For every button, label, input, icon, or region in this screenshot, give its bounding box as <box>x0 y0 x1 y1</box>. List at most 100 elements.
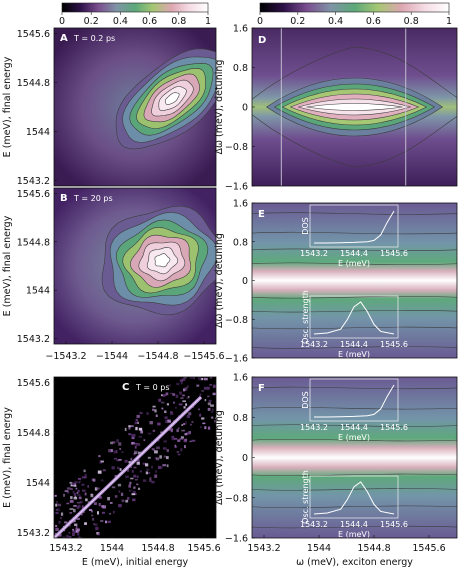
speckle <box>91 514 94 517</box>
speckle <box>127 497 130 500</box>
speckle <box>128 461 132 464</box>
speckle <box>57 503 62 507</box>
panel-letter-a: A <box>60 33 68 44</box>
speckle <box>156 457 160 461</box>
y-tick-label: 1545.6 <box>17 378 50 389</box>
speckle <box>175 406 177 409</box>
speckle <box>118 459 122 461</box>
speckle <box>168 428 171 431</box>
speckle <box>161 407 164 410</box>
speckle <box>128 425 131 428</box>
speckle <box>180 448 183 452</box>
panel-a-map <box>54 28 216 186</box>
speckle <box>180 436 184 439</box>
y-tick-label: 0.8 <box>233 237 248 248</box>
speckle <box>154 474 158 478</box>
speckle <box>182 394 185 397</box>
speckle <box>160 466 163 469</box>
speckle <box>165 392 169 396</box>
speckle <box>55 509 58 511</box>
speckle <box>113 450 116 454</box>
speckle <box>189 377 194 379</box>
speckle <box>124 459 128 463</box>
speckle <box>175 394 179 398</box>
speckle <box>99 496 102 499</box>
speckle <box>77 481 80 484</box>
speckle <box>152 405 156 408</box>
speckle <box>75 525 78 530</box>
speckle <box>114 495 118 498</box>
speckle <box>181 424 184 426</box>
speckle <box>134 421 138 425</box>
speckle <box>64 490 69 492</box>
panel-letter-f: F <box>258 383 265 394</box>
y-tick-label: −1.6 <box>225 354 248 365</box>
speckle <box>130 477 134 480</box>
speckle <box>177 427 180 430</box>
y-tick-label: 1544 <box>26 286 50 297</box>
speckle <box>179 391 182 395</box>
contour-line <box>252 407 457 410</box>
speckle <box>77 478 82 480</box>
speckle <box>109 502 113 504</box>
speckle <box>201 417 205 420</box>
y-tick-label: 1544 <box>26 478 50 489</box>
speckle <box>111 466 115 470</box>
speckle <box>73 508 76 513</box>
speckle <box>210 404 214 407</box>
speckle <box>202 422 206 425</box>
speckle <box>55 503 58 507</box>
speckle <box>138 487 141 490</box>
speckle <box>80 513 83 516</box>
speckle <box>112 441 116 444</box>
speckle <box>211 408 214 412</box>
speckle <box>151 480 155 484</box>
speckle <box>183 377 187 379</box>
speckle <box>199 413 202 417</box>
x-tick-label: 1543.2 <box>49 543 82 554</box>
speckle <box>166 464 169 468</box>
speckle <box>181 429 185 432</box>
speckle <box>204 426 207 430</box>
speckle <box>78 480 82 483</box>
speckle <box>134 478 138 481</box>
speckle <box>67 556 69 557</box>
speckle <box>166 456 169 460</box>
colorbar-left-tick-label: 0.2 <box>84 16 99 27</box>
speckle <box>79 500 83 504</box>
speckle <box>164 416 168 419</box>
speckle <box>170 392 173 395</box>
speckle <box>171 437 175 441</box>
panel-letter-e: E <box>258 209 265 220</box>
speckle <box>154 409 157 413</box>
speckle <box>174 446 178 448</box>
speckle <box>124 427 127 432</box>
y-tick-label: −0.8 <box>225 493 248 504</box>
speckle <box>177 439 181 442</box>
speckle <box>66 491 70 494</box>
speckle <box>201 369 204 371</box>
inset-tick-label: 1544.4 <box>340 249 368 258</box>
speckle <box>200 378 204 381</box>
speckle <box>164 410 167 413</box>
speckle <box>131 493 136 496</box>
speckle <box>70 496 73 500</box>
speckle <box>121 451 124 454</box>
y-axis-label: E (meV), final energy <box>2 407 13 508</box>
colorbar-left-tick-label: 0 <box>59 16 65 27</box>
y-tick-label: 0 <box>242 103 248 114</box>
speckle <box>169 384 171 387</box>
speckle <box>209 383 212 386</box>
speckle <box>117 466 120 470</box>
speckle <box>72 520 75 524</box>
contour-line <box>252 262 457 265</box>
speckle <box>81 476 86 479</box>
speckle <box>146 412 149 415</box>
speckle <box>59 517 62 519</box>
speckle <box>132 498 136 502</box>
speckle <box>186 431 190 435</box>
speckle <box>155 470 157 473</box>
speckle <box>98 503 101 507</box>
speckle <box>74 485 77 487</box>
speckle <box>214 369 217 372</box>
